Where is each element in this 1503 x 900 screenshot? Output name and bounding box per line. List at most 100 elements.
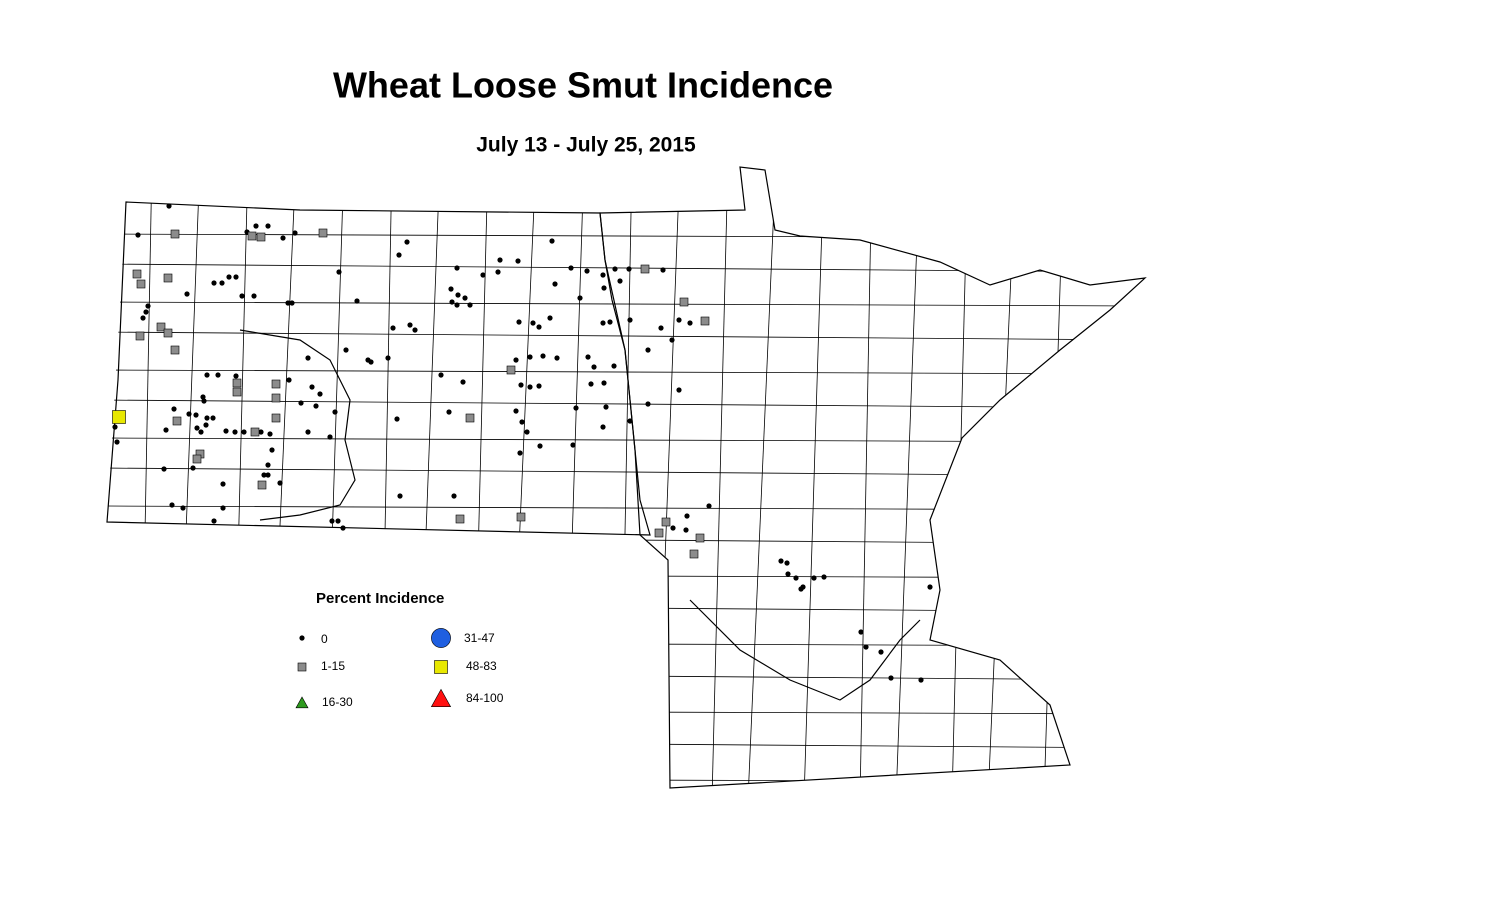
point-marker xyxy=(573,405,579,411)
point-marker xyxy=(190,465,196,471)
point-marker xyxy=(280,235,286,241)
point-marker xyxy=(135,232,141,238)
point-marker xyxy=(335,518,341,524)
point-marker xyxy=(462,295,468,301)
point-marker xyxy=(679,297,689,307)
point-marker xyxy=(670,525,676,531)
point-marker xyxy=(397,493,403,499)
point-marker xyxy=(136,279,146,289)
point-marker xyxy=(309,384,315,390)
point-marker xyxy=(180,505,186,511)
point-marker xyxy=(611,363,617,369)
county-line xyxy=(711,167,729,788)
point-marker xyxy=(626,266,632,272)
point-marker xyxy=(448,286,454,292)
point-marker xyxy=(530,320,536,326)
point-marker xyxy=(676,317,682,323)
point-marker xyxy=(292,230,298,236)
point-marker xyxy=(570,442,576,448)
point-marker xyxy=(800,584,806,590)
point-marker xyxy=(198,429,204,435)
point-marker xyxy=(518,382,524,388)
point-marker xyxy=(785,571,791,577)
point-marker xyxy=(336,269,342,275)
point-marker xyxy=(313,403,319,409)
point-marker xyxy=(184,291,190,297)
point-marker xyxy=(513,408,519,414)
legend-label: 16-30 xyxy=(322,695,353,709)
point-marker xyxy=(517,450,523,456)
point-marker xyxy=(658,325,664,331)
point-marker xyxy=(390,325,396,331)
point-marker xyxy=(169,502,175,508)
point-marker xyxy=(257,480,267,490)
point-marker xyxy=(256,232,266,242)
point-marker xyxy=(211,280,217,286)
point-marker xyxy=(438,372,444,378)
point-marker xyxy=(927,584,933,590)
point-marker xyxy=(654,528,664,538)
point-marker xyxy=(394,416,400,422)
point-marker xyxy=(706,503,712,509)
point-marker xyxy=(540,353,546,359)
point-marker xyxy=(265,462,271,468)
point-marker xyxy=(267,431,273,437)
point-marker xyxy=(600,272,606,278)
point-marker xyxy=(298,400,304,406)
legend-marker xyxy=(297,662,307,672)
point-marker xyxy=(285,300,291,306)
point-marker xyxy=(219,280,225,286)
county-line xyxy=(951,167,969,788)
point-marker xyxy=(612,266,618,272)
county-line xyxy=(895,167,921,788)
point-marker xyxy=(232,378,242,388)
legend-label: 31-47 xyxy=(464,631,495,645)
point-marker xyxy=(171,406,177,412)
point-marker xyxy=(135,331,145,341)
point-marker xyxy=(700,316,710,326)
point-marker xyxy=(513,357,519,363)
point-marker xyxy=(232,387,242,397)
point-marker xyxy=(170,229,180,239)
point-marker xyxy=(784,560,790,566)
point-marker xyxy=(220,505,226,511)
county-line xyxy=(107,739,1145,749)
county-line xyxy=(803,167,825,788)
point-marker xyxy=(821,574,827,580)
point-marker xyxy=(253,223,259,229)
point-marker xyxy=(527,354,533,360)
county-line xyxy=(107,671,1145,681)
point-marker xyxy=(368,359,374,365)
river-line xyxy=(239,329,356,521)
point-marker xyxy=(396,252,402,258)
river-line xyxy=(689,599,921,701)
county-line xyxy=(655,167,681,788)
point-marker xyxy=(467,302,473,308)
point-marker xyxy=(601,380,607,386)
point-marker xyxy=(203,422,209,428)
point-marker xyxy=(878,649,884,655)
point-marker xyxy=(407,322,413,328)
point-marker xyxy=(163,427,169,433)
point-marker xyxy=(112,424,118,430)
point-marker xyxy=(220,481,226,487)
point-marker xyxy=(170,345,180,355)
point-marker xyxy=(354,298,360,304)
point-marker xyxy=(163,273,173,283)
point-marker xyxy=(600,424,606,430)
point-marker xyxy=(317,391,323,397)
point-marker xyxy=(455,292,461,298)
point-marker xyxy=(684,513,690,519)
point-marker xyxy=(661,517,671,527)
point-marker xyxy=(506,365,516,375)
point-marker xyxy=(233,373,239,379)
point-marker xyxy=(286,377,292,383)
point-marker xyxy=(497,257,503,263)
county-line xyxy=(563,167,585,788)
point-marker xyxy=(258,429,264,435)
point-marker xyxy=(265,472,271,478)
point-marker xyxy=(210,415,216,421)
point-marker xyxy=(683,527,689,533)
point-marker xyxy=(627,317,633,323)
